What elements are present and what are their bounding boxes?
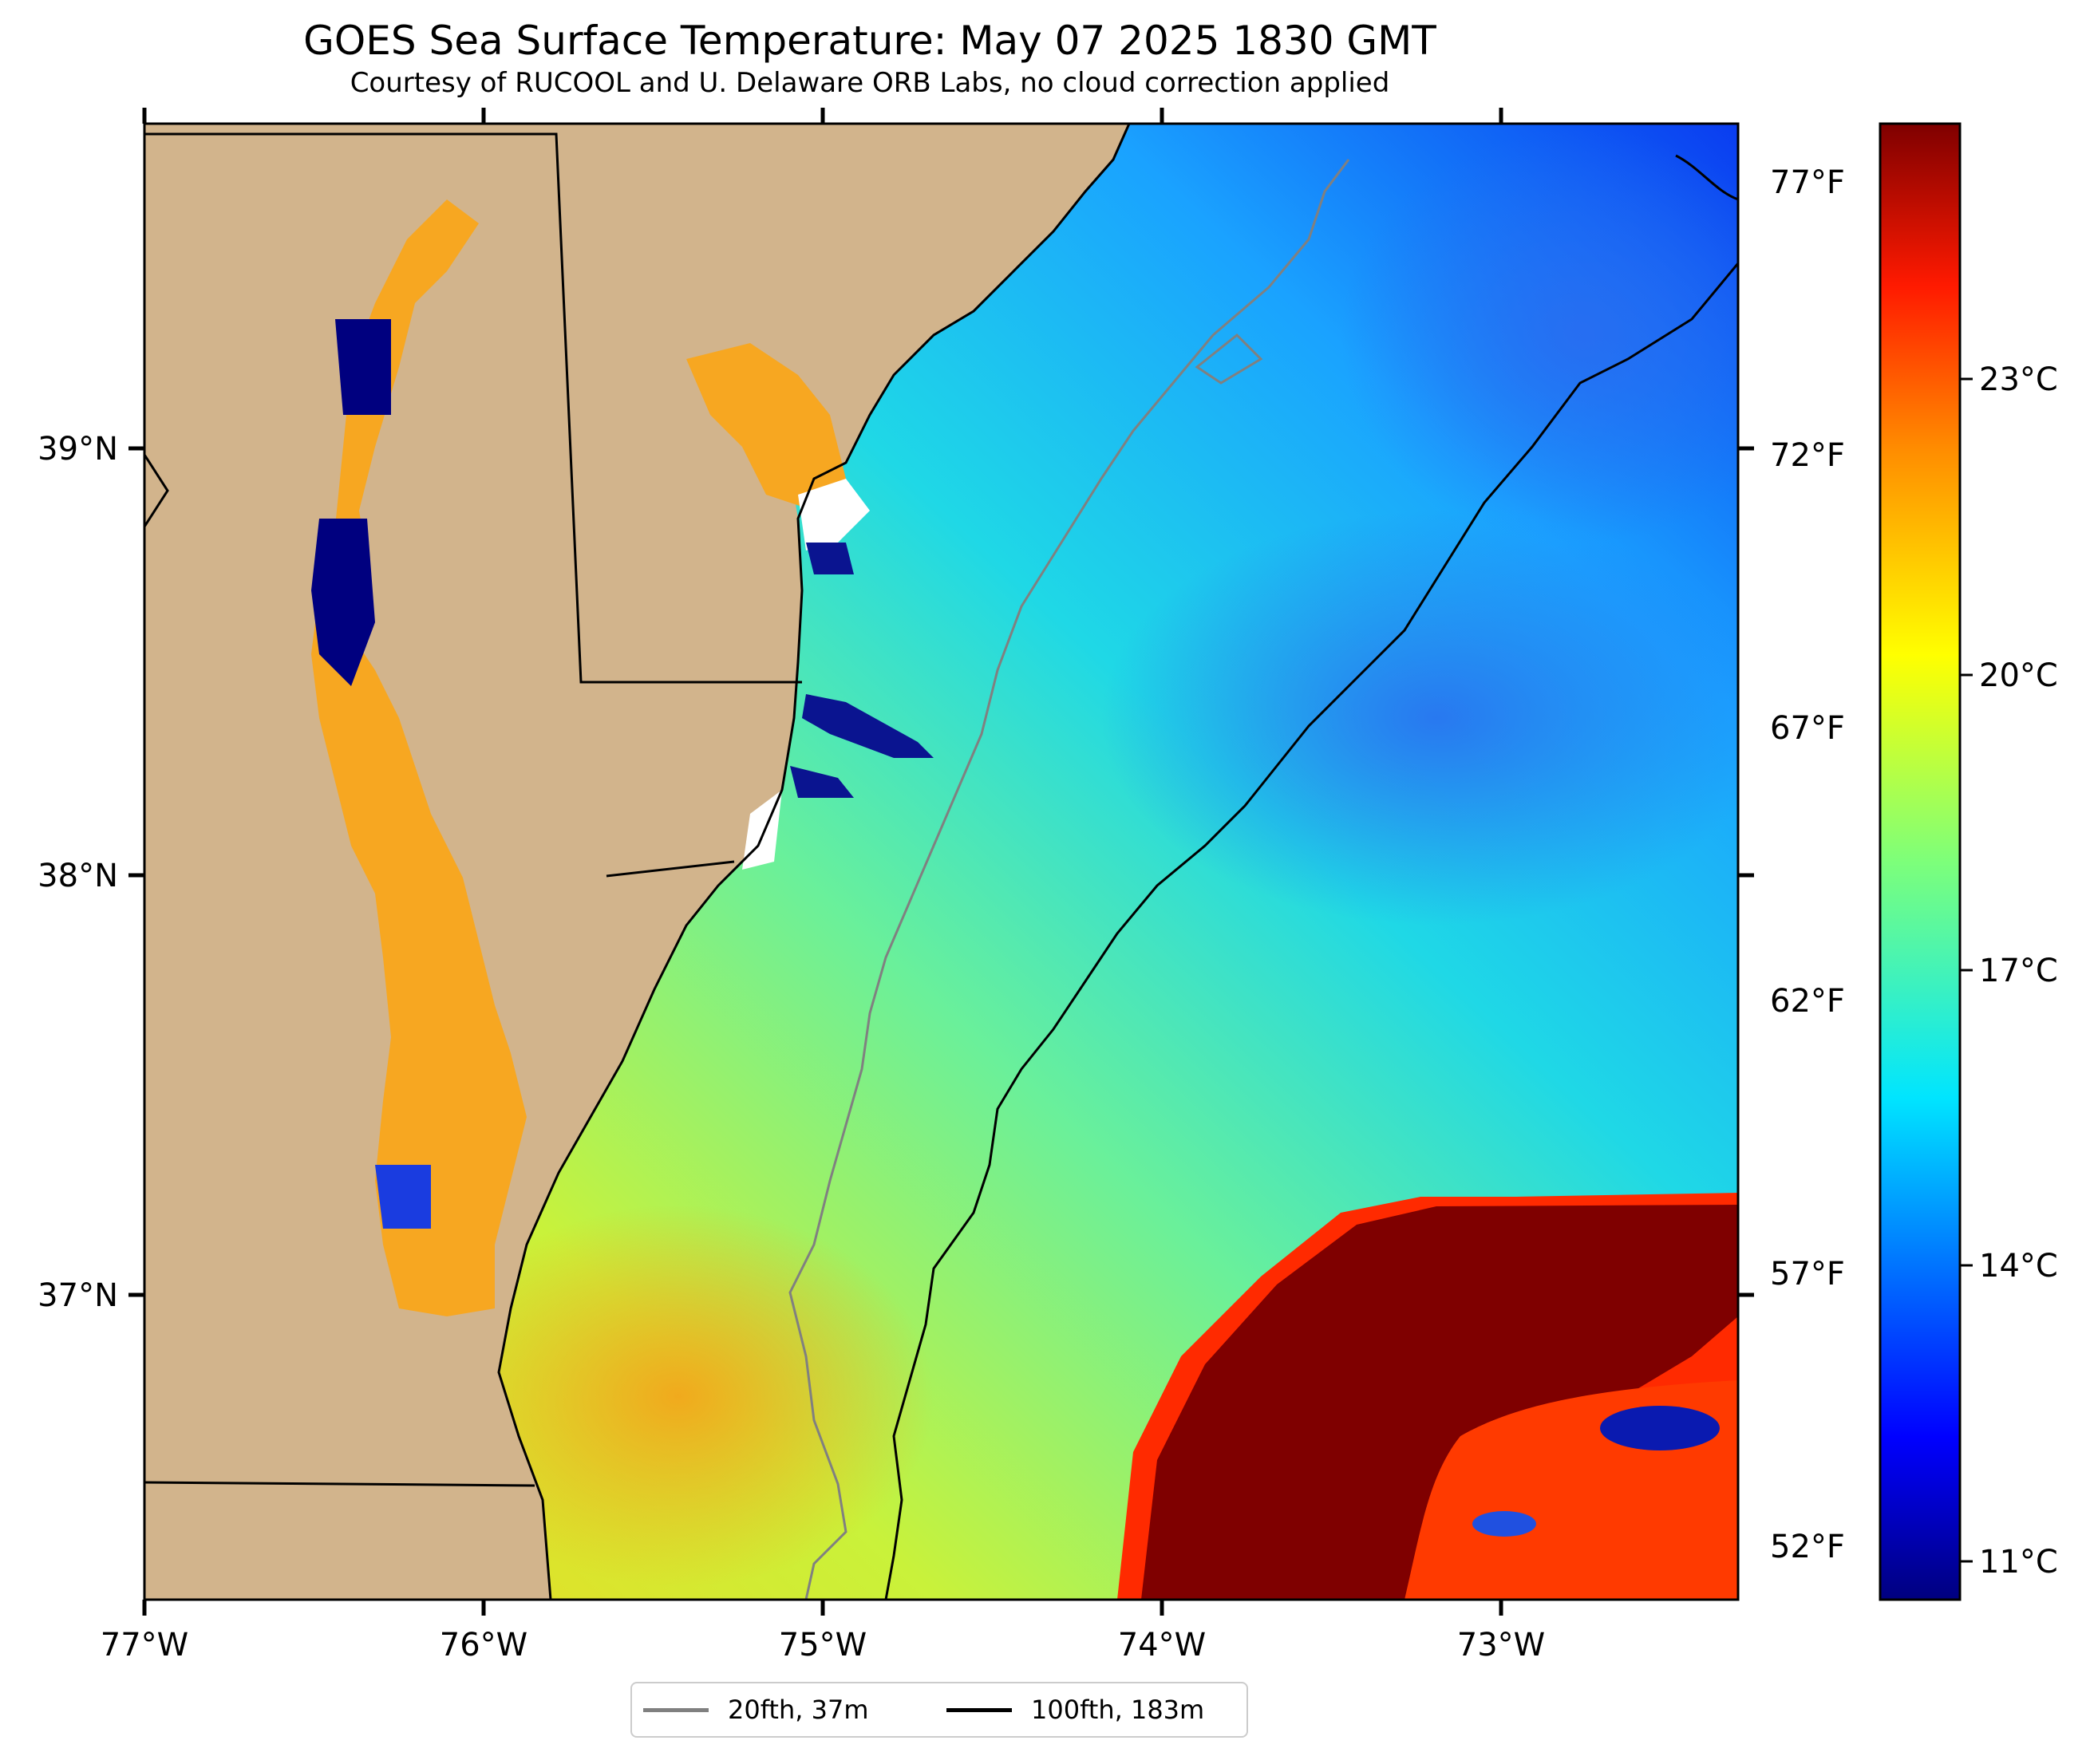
cold-streak <box>806 543 854 574</box>
contour-100fth-north <box>1675 154 1738 201</box>
bay-mouth-cold <box>375 1165 431 1229</box>
map-area <box>144 124 1738 1600</box>
colorbar-tick-label: 17°C <box>1979 953 2058 989</box>
map-frame <box>143 122 1740 1601</box>
legend-line-gray <box>643 1707 709 1712</box>
legend-item-20fth: 20fth, 37m <box>643 1695 868 1725</box>
legend-label: 20fth, 37m <box>728 1695 869 1725</box>
fahrenheit-tick-label: 62°F <box>1770 983 1845 1020</box>
contour-100fth <box>884 262 1738 1600</box>
cold-streak <box>802 694 934 758</box>
new-jersey-land <box>559 124 1129 479</box>
fahrenheit-tick-label: 67°F <box>1770 710 1845 747</box>
lon-tick-label: 75°W <box>779 1627 867 1663</box>
delaware-bay <box>686 343 846 511</box>
nodata-patch <box>742 790 782 870</box>
lat-tick-label: 37°N <box>38 1277 118 1314</box>
fahrenheit-tick-label: 72°F <box>1770 437 1845 474</box>
contour-legend: 20fth, 37m 100fth, 183m <box>630 1682 1248 1738</box>
lon-tick-label: 77°W <box>101 1627 188 1663</box>
lon-ticks <box>142 108 1503 1616</box>
lat-tick-label: 39°N <box>38 431 118 468</box>
lon-tick-label: 73°W <box>1457 1627 1545 1663</box>
nodata-patch <box>798 479 870 551</box>
cold-pool <box>1101 511 1738 925</box>
state-border <box>144 454 169 527</box>
map-title: GOES Sea Surface Temperature: May 07 202… <box>303 18 1436 64</box>
cold-eddy <box>1600 1406 1720 1450</box>
state-border <box>144 132 802 684</box>
legend-label: 100fth, 183m <box>1031 1695 1205 1725</box>
cold-streak <box>790 766 854 798</box>
gulf-stream-core <box>1141 1205 1738 1600</box>
cold-pool-north <box>1341 128 1738 543</box>
lon-tick-label: 76°W <box>440 1627 527 1663</box>
coastline <box>497 124 1131 1600</box>
colorbar-tick-label: 11°C <box>1979 1544 2058 1580</box>
contour-20fth-island <box>1195 333 1263 385</box>
colorbar-tick-label: 14°C <box>1979 1248 2058 1285</box>
warm-shelf-water <box>423 1205 934 1588</box>
state-border <box>144 1481 535 1487</box>
colorbar-tick-label: 23°C <box>1979 361 2058 398</box>
colorbar-tick-label: 20°C <box>1979 657 2058 694</box>
upper-bay-cold <box>311 519 375 686</box>
bay-head-cold <box>335 319 391 415</box>
lon-tick-label: 74°W <box>1118 1627 1206 1663</box>
legend-line-black <box>946 1707 1012 1712</box>
fahrenheit-tick-label: 57°F <box>1770 1256 1845 1292</box>
chesapeake-bay <box>311 199 527 1316</box>
cold-eddy-small <box>1472 1511 1536 1537</box>
contour-20fth <box>788 159 1350 1600</box>
state-border <box>606 860 735 878</box>
lat-ticks <box>128 446 1754 1297</box>
colorbar <box>1879 122 1962 1601</box>
fahrenheit-tick-label: 77°F <box>1770 164 1845 201</box>
legend-item-100fth: 100fth, 183m <box>946 1695 1204 1725</box>
map-subtitle: Courtesy of RUCOOL and U. Delaware ORB L… <box>350 67 1390 99</box>
lat-tick-label: 38°N <box>38 858 118 894</box>
land-mass <box>144 124 802 1600</box>
fahrenheit-tick-label: 52°F <box>1770 1529 1845 1565</box>
